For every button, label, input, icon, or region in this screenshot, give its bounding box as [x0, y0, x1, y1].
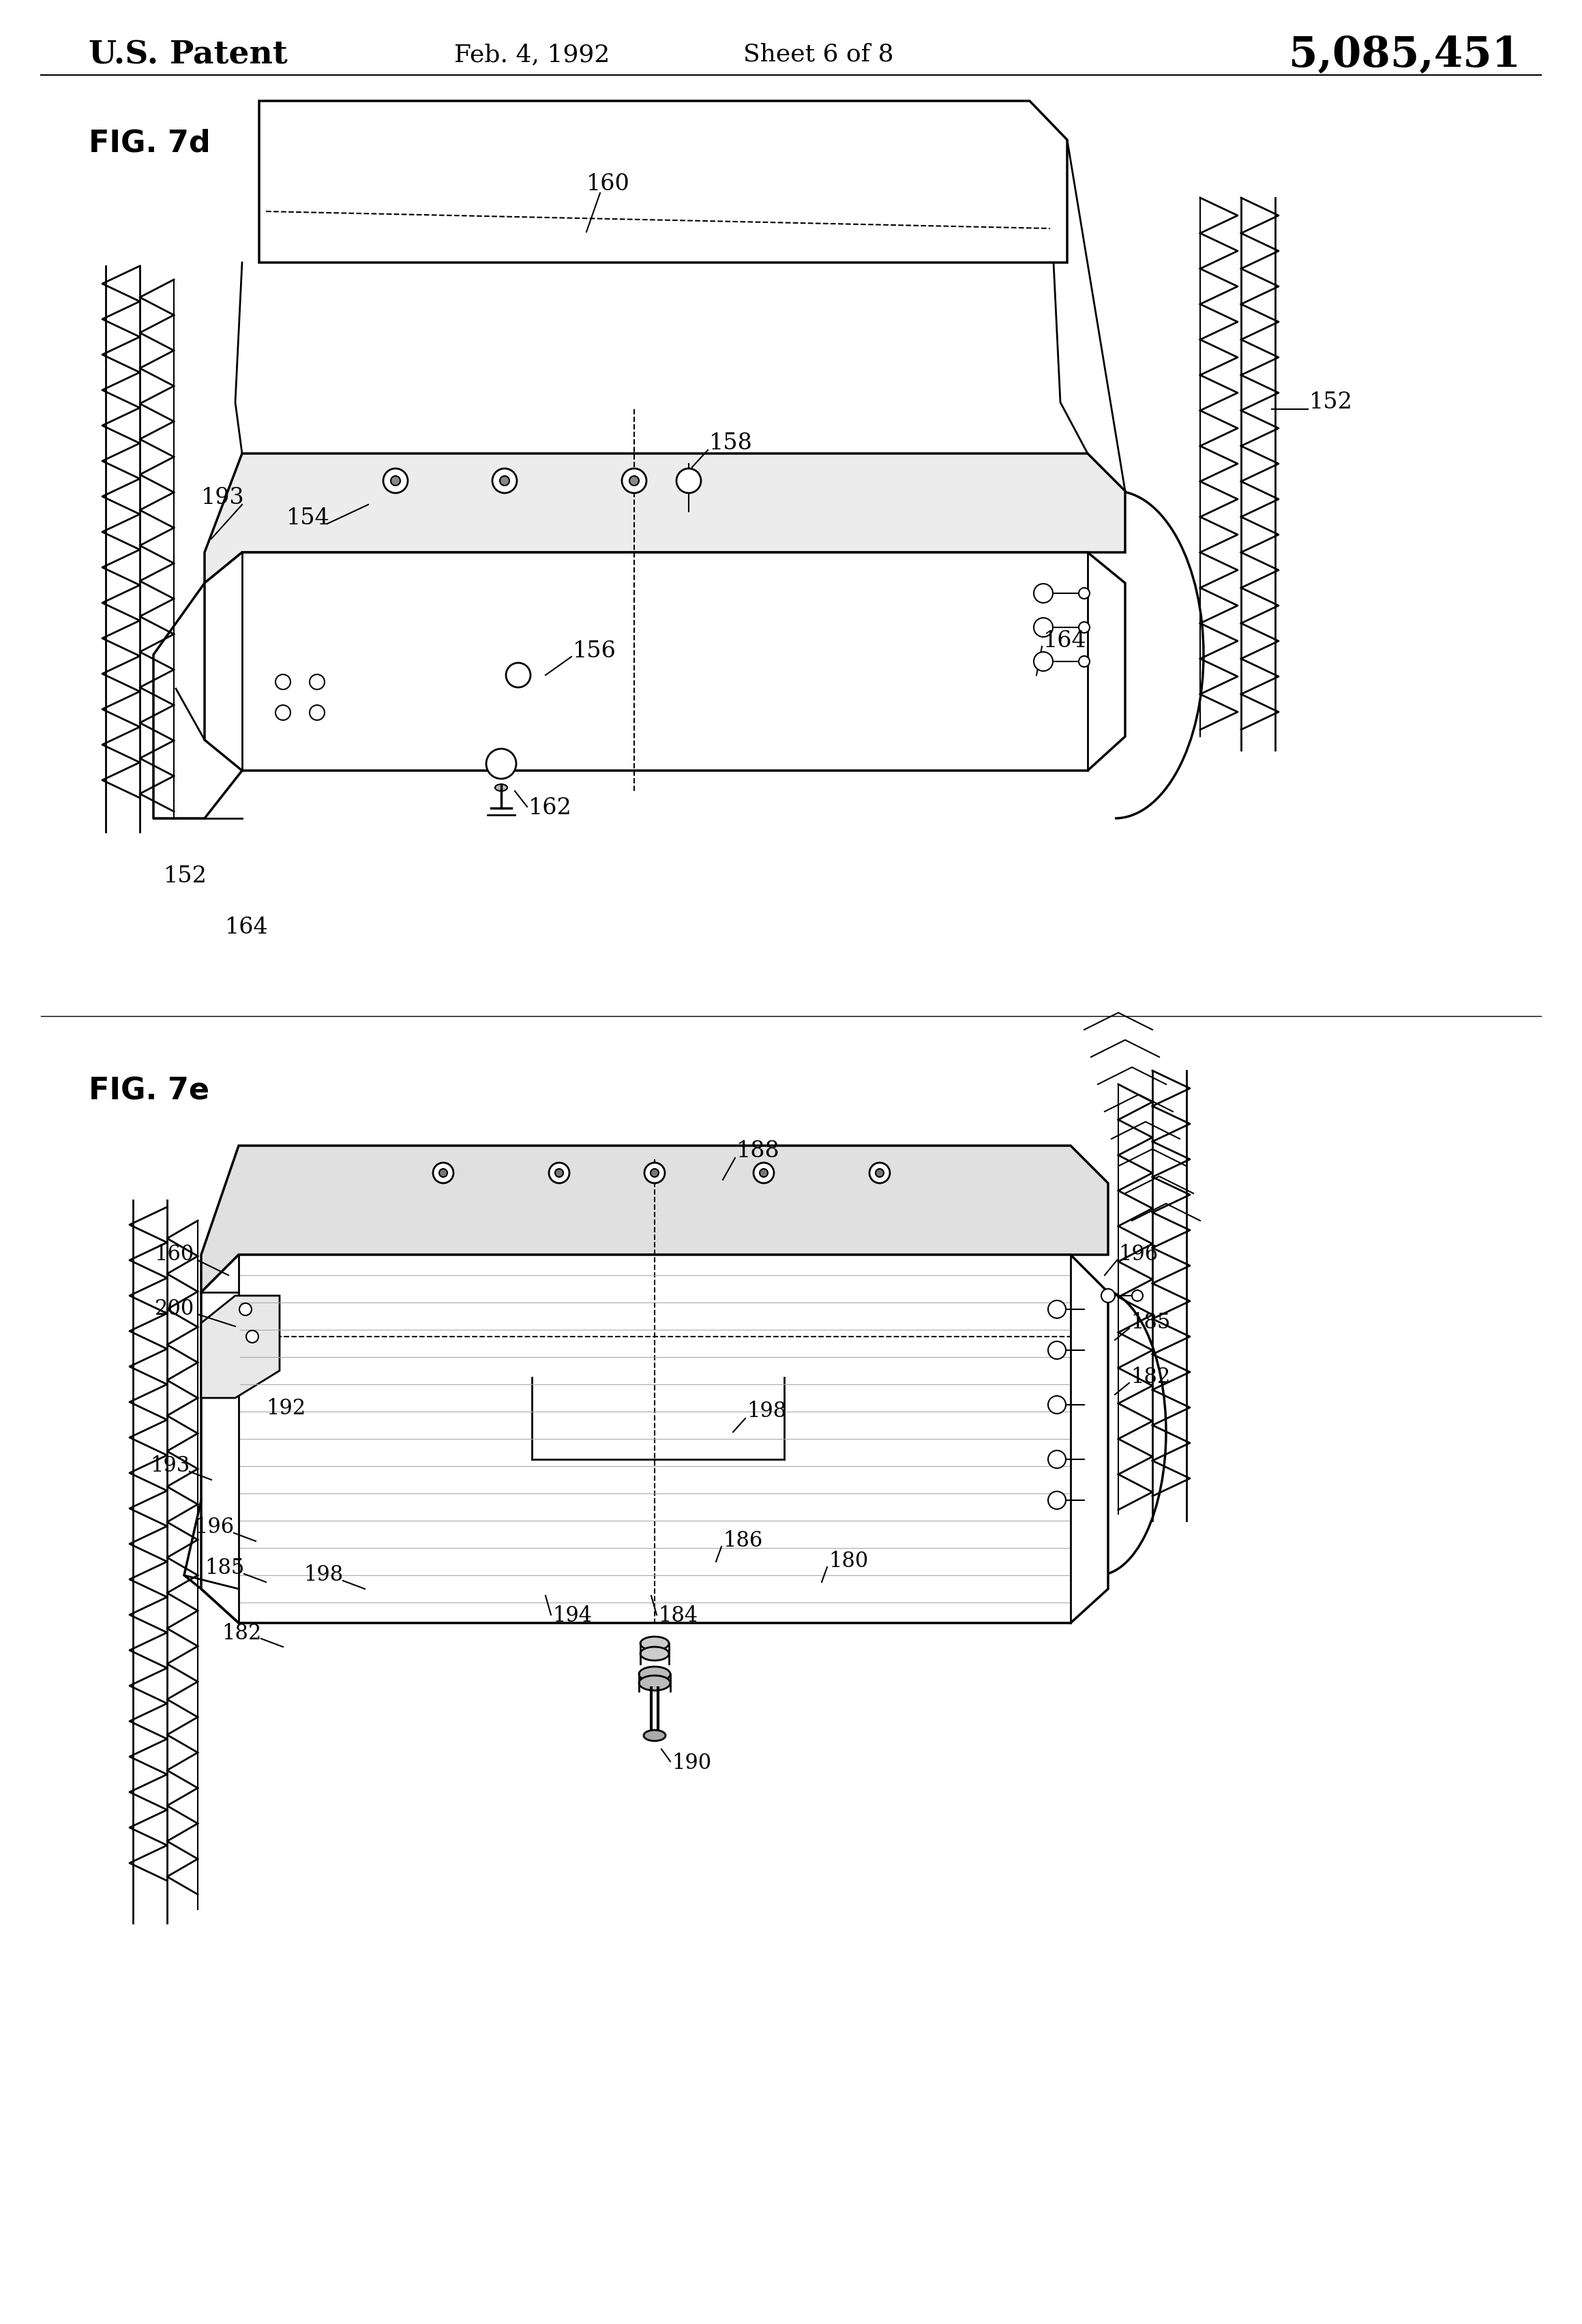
Circle shape	[549, 1162, 570, 1183]
Circle shape	[630, 476, 639, 486]
Circle shape	[1033, 653, 1054, 672]
Ellipse shape	[318, 1434, 335, 1443]
Circle shape	[622, 469, 647, 493]
Circle shape	[759, 1169, 767, 1176]
Circle shape	[1133, 1290, 1142, 1301]
Text: 194: 194	[552, 1606, 592, 1627]
Ellipse shape	[320, 669, 335, 681]
Circle shape	[644, 1162, 664, 1183]
Circle shape	[310, 674, 324, 690]
Text: 196: 196	[1118, 1243, 1158, 1264]
Polygon shape	[259, 100, 1068, 263]
Circle shape	[1047, 1341, 1066, 1360]
Ellipse shape	[318, 1399, 335, 1411]
Circle shape	[440, 1169, 448, 1176]
Text: 152: 152	[1310, 390, 1353, 414]
Circle shape	[506, 662, 530, 688]
Text: U.S. Patent: U.S. Patent	[89, 40, 288, 70]
Circle shape	[1047, 1397, 1066, 1413]
Text: 198: 198	[304, 1564, 343, 1585]
Circle shape	[247, 1329, 258, 1343]
Circle shape	[1079, 623, 1090, 632]
Text: 164: 164	[1043, 630, 1087, 653]
Circle shape	[1033, 583, 1054, 602]
Circle shape	[870, 1162, 889, 1183]
Circle shape	[1079, 588, 1090, 600]
Polygon shape	[204, 453, 1125, 583]
Text: Feb. 4, 1992: Feb. 4, 1992	[454, 42, 609, 65]
Circle shape	[275, 674, 291, 690]
Text: 188: 188	[737, 1141, 780, 1162]
Circle shape	[555, 1169, 563, 1176]
Ellipse shape	[291, 1364, 308, 1376]
Circle shape	[275, 704, 291, 720]
Text: 164: 164	[225, 916, 269, 939]
Circle shape	[391, 476, 400, 486]
Ellipse shape	[641, 1636, 669, 1650]
Text: 5,085,451: 5,085,451	[1289, 35, 1520, 74]
Text: 185: 185	[1131, 1313, 1171, 1334]
Circle shape	[1047, 1492, 1066, 1508]
Circle shape	[753, 1162, 774, 1183]
Text: 184: 184	[658, 1606, 698, 1627]
Ellipse shape	[644, 1729, 666, 1741]
Polygon shape	[201, 1146, 1107, 1292]
Text: Sheet 6 of 8: Sheet 6 of 8	[744, 42, 894, 65]
Text: 160: 160	[587, 174, 630, 195]
Ellipse shape	[639, 1676, 671, 1690]
Text: FIG. 7e: FIG. 7e	[89, 1076, 209, 1106]
Text: 180: 180	[829, 1550, 869, 1571]
Text: 182: 182	[221, 1622, 261, 1643]
Ellipse shape	[354, 669, 369, 681]
Text: 162: 162	[528, 797, 573, 818]
Text: 200: 200	[155, 1299, 195, 1320]
Circle shape	[875, 1169, 884, 1176]
Ellipse shape	[495, 783, 508, 790]
Circle shape	[383, 469, 408, 493]
Circle shape	[1047, 1450, 1066, 1469]
Circle shape	[492, 469, 517, 493]
Text: 190: 190	[672, 1752, 712, 1773]
Text: 193: 193	[150, 1455, 190, 1476]
Circle shape	[239, 1304, 252, 1315]
Circle shape	[486, 748, 516, 779]
Ellipse shape	[291, 1399, 308, 1411]
Text: 182: 182	[1131, 1367, 1171, 1387]
Text: 196: 196	[195, 1518, 234, 1538]
Text: 156: 156	[573, 641, 617, 662]
Text: 186: 186	[723, 1532, 763, 1552]
Text: 198: 198	[747, 1401, 786, 1422]
Circle shape	[1047, 1301, 1066, 1318]
Ellipse shape	[318, 1364, 335, 1376]
Circle shape	[1033, 618, 1054, 637]
Text: 152: 152	[163, 865, 207, 888]
Circle shape	[1101, 1290, 1115, 1301]
Text: 158: 158	[709, 432, 753, 453]
Polygon shape	[204, 553, 1125, 772]
Circle shape	[433, 1162, 454, 1183]
Circle shape	[650, 1169, 658, 1176]
Ellipse shape	[286, 669, 301, 681]
Text: 154: 154	[286, 507, 331, 530]
Ellipse shape	[682, 493, 694, 502]
Text: 160: 160	[155, 1243, 195, 1264]
Circle shape	[1079, 655, 1090, 667]
Ellipse shape	[291, 1434, 308, 1443]
Circle shape	[677, 469, 701, 493]
Polygon shape	[201, 1297, 280, 1399]
Text: FIG. 7d: FIG. 7d	[89, 128, 210, 158]
Text: 193: 193	[201, 488, 245, 509]
Circle shape	[310, 704, 324, 720]
Polygon shape	[201, 1255, 1107, 1622]
Circle shape	[500, 476, 509, 486]
Text: 185: 185	[204, 1557, 244, 1578]
Text: 192: 192	[266, 1397, 305, 1418]
Ellipse shape	[639, 1666, 671, 1683]
Ellipse shape	[641, 1648, 669, 1659]
Ellipse shape	[440, 669, 460, 681]
